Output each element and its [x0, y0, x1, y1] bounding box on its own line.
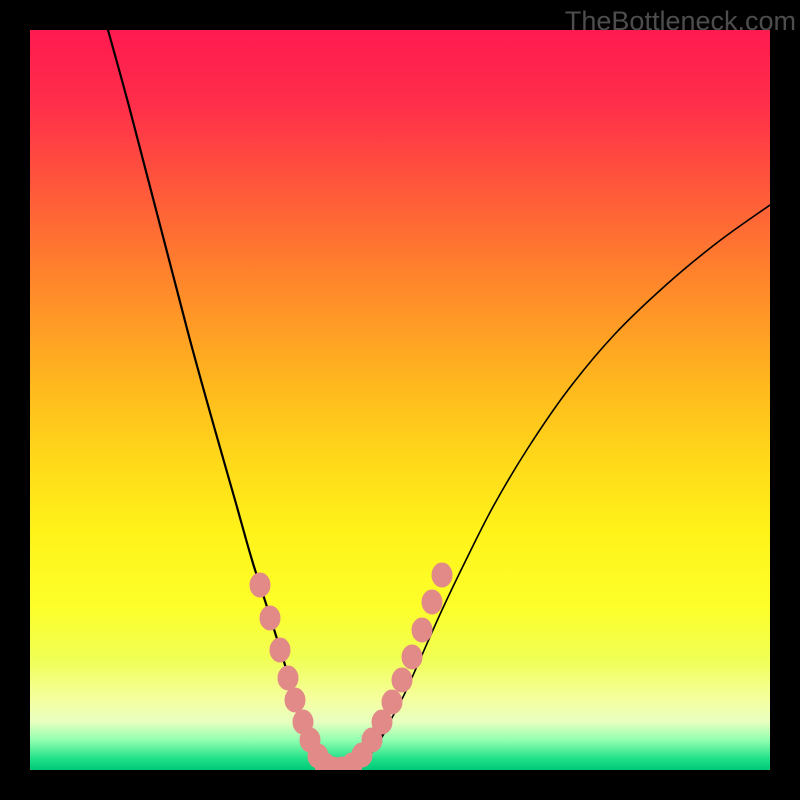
data-marker: [270, 638, 290, 662]
data-marker: [432, 563, 452, 587]
data-marker: [422, 590, 442, 614]
chart-container: TheBottleneck.com: [0, 0, 800, 800]
data-marker: [412, 618, 432, 642]
watermark-text: TheBottleneck.com: [565, 6, 796, 37]
data-marker: [382, 690, 402, 714]
chart-svg: [30, 30, 770, 770]
curve-right: [388, 205, 770, 725]
data-marker: [402, 645, 422, 669]
data-marker: [260, 606, 280, 630]
plot-area: [30, 30, 770, 770]
data-marker: [278, 666, 298, 690]
data-marker: [392, 668, 412, 692]
data-marker: [250, 573, 270, 597]
data-marker: [285, 688, 305, 712]
